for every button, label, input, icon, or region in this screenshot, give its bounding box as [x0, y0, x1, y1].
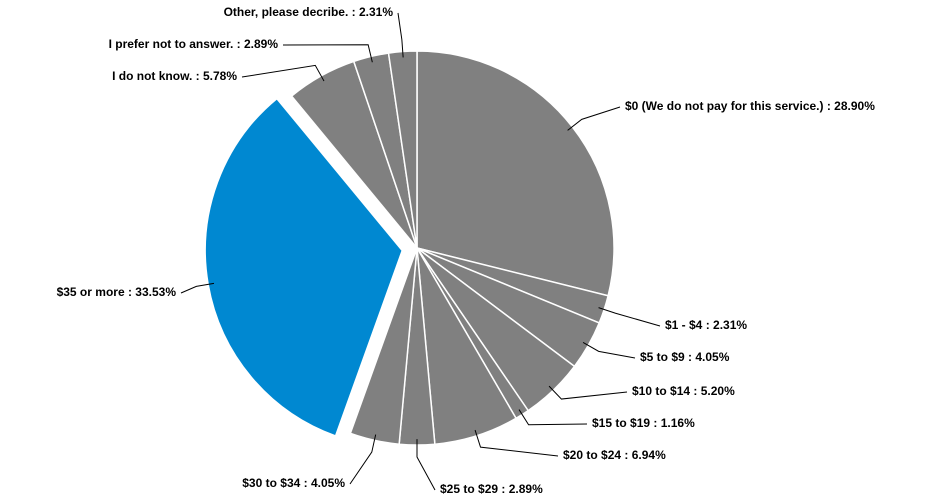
leader-line: [349, 434, 377, 485]
label-name: $10 to $14: [632, 384, 690, 398]
label-value: 2.89%: [244, 37, 278, 51]
data-label: $35 or more : 33.53%: [57, 285, 177, 299]
label-separator: :: [650, 416, 661, 430]
leader-line: [282, 44, 373, 63]
label-separator: :: [824, 99, 835, 113]
leader-line: [567, 106, 621, 131]
label-value: 28.90%: [834, 99, 875, 113]
label-name: $20 to $24: [563, 448, 621, 462]
data-label: Other, please decribe. : 2.31%: [224, 5, 394, 19]
leader-line: [241, 64, 325, 82]
data-label: $10 to $14 : 5.20%: [632, 384, 735, 398]
leader-line: [518, 409, 588, 426]
label-name: I do not know.: [112, 69, 192, 83]
label-value: 33.53%: [135, 285, 176, 299]
leader-line: [397, 12, 404, 58]
data-label: I prefer not to answer. : 2.89%: [109, 37, 279, 51]
leader-line: [598, 307, 661, 327]
label-name: $15 to $19: [592, 416, 650, 430]
label-separator: :: [690, 384, 701, 398]
label-value: 5.20%: [701, 384, 735, 398]
label-separator: :: [192, 69, 203, 83]
label-separator: :: [125, 285, 136, 299]
label-separator: :: [300, 476, 311, 490]
label-value: 6.94%: [632, 448, 666, 462]
leader-line: [548, 385, 628, 400]
label-name: $25 to $29: [440, 482, 498, 496]
label-value: 4.05%: [311, 476, 345, 490]
label-name: $1 - $4: [665, 318, 703, 332]
data-label: $20 to $24 : 6.94%: [563, 448, 666, 462]
label-name: $35 or more: [57, 285, 125, 299]
label-value: 2.31%: [713, 318, 747, 332]
label-name: I prefer not to answer.: [109, 37, 234, 51]
data-label: $5 to $9 : 4.05%: [640, 350, 730, 364]
data-label: $15 to $19 : 1.16%: [592, 416, 695, 430]
data-label: $0 (We do not pay for this service.) : 2…: [625, 99, 875, 113]
label-value: 4.05%: [695, 350, 729, 364]
label-separator: :: [498, 482, 509, 496]
label-name: $5 to $9: [640, 350, 685, 364]
data-label: I do not know. : 5.78%: [112, 69, 237, 83]
label-name: $30 to $34: [242, 476, 300, 490]
label-value: 2.89%: [509, 482, 543, 496]
label-separator: :: [348, 5, 359, 19]
data-label: $1 - $4 : 2.31%: [665, 318, 747, 332]
label-separator: :: [702, 318, 713, 332]
label-separator: :: [233, 37, 244, 51]
leader-line: [474, 429, 559, 457]
label-value: 2.31%: [359, 5, 393, 19]
leader-line: [180, 282, 215, 294]
label-name: Other, please decribe.: [224, 5, 349, 19]
label-separator: :: [621, 448, 632, 462]
data-label: $25 to $29 : 2.89%: [440, 482, 543, 496]
leader-line: [582, 342, 636, 359]
leader-line: [416, 439, 436, 491]
label-value: 1.16%: [661, 416, 695, 430]
label-value: 5.78%: [203, 69, 237, 83]
data-label: $30 to $34 : 4.05%: [242, 476, 345, 490]
label-separator: :: [685, 350, 696, 364]
label-name: $0 (We do not pay for this service.): [625, 99, 824, 113]
